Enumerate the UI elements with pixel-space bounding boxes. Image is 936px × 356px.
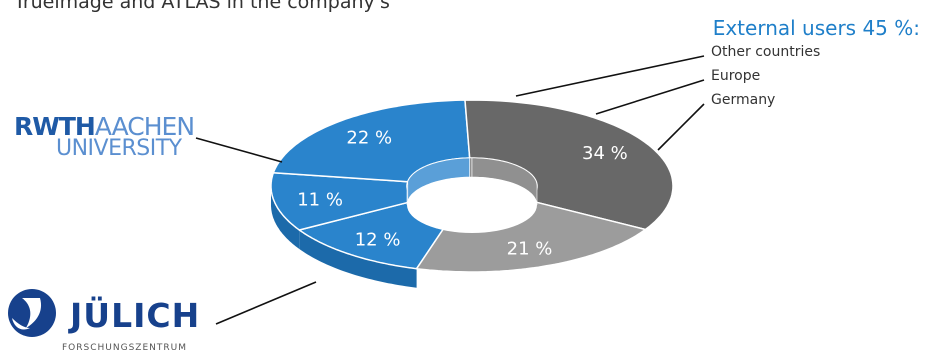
julich-logo-icon xyxy=(8,289,56,337)
slice-inner-3-0-0 xyxy=(469,157,473,178)
slice-value-label: 12 % xyxy=(355,230,401,251)
rwth-logo-text: RWTH xyxy=(14,112,96,141)
donut-hole xyxy=(407,177,537,233)
slice-value-label: 22 % xyxy=(346,127,392,148)
slice-value-label: 34 % xyxy=(582,143,628,164)
leader-lines xyxy=(195,55,705,325)
slice-side-1 xyxy=(271,186,300,249)
university-logo-text: UNIVERSITY xyxy=(56,136,182,161)
intro-text: Trueimage and ATLAS in the company's xyxy=(14,0,390,13)
julich-logo-name: JÜLICH xyxy=(70,296,201,335)
leader-line-1 xyxy=(595,79,705,115)
external-users-title: External users 45 %: xyxy=(712,16,920,40)
leader-line-0 xyxy=(515,55,705,97)
legend-germany: Germany xyxy=(711,92,776,108)
chart-label-layer: 12 % 11 % 22 % 34 % 21 % xyxy=(297,127,628,259)
leader-line-julich xyxy=(215,281,317,325)
julich-logo-subtitle: FORSCHUNGSZENTRUM xyxy=(62,343,187,353)
leader-line-2 xyxy=(657,103,705,151)
slice-value-label: 11 % xyxy=(297,190,343,211)
aachen-logo-text: AACHEN xyxy=(94,112,195,141)
slice-value-label: 21 % xyxy=(507,239,553,260)
legend-other-countries: Other countries xyxy=(711,44,821,60)
chart-depth-layer xyxy=(271,186,417,288)
chart-top-layer xyxy=(270,99,674,273)
legend-europe: Europe xyxy=(711,68,761,84)
leader-line-rwth xyxy=(195,137,283,163)
slice-side-0 xyxy=(299,230,417,288)
rwth-aachen-logo: RWTHAACHEN UNIVERSITY xyxy=(14,112,195,161)
